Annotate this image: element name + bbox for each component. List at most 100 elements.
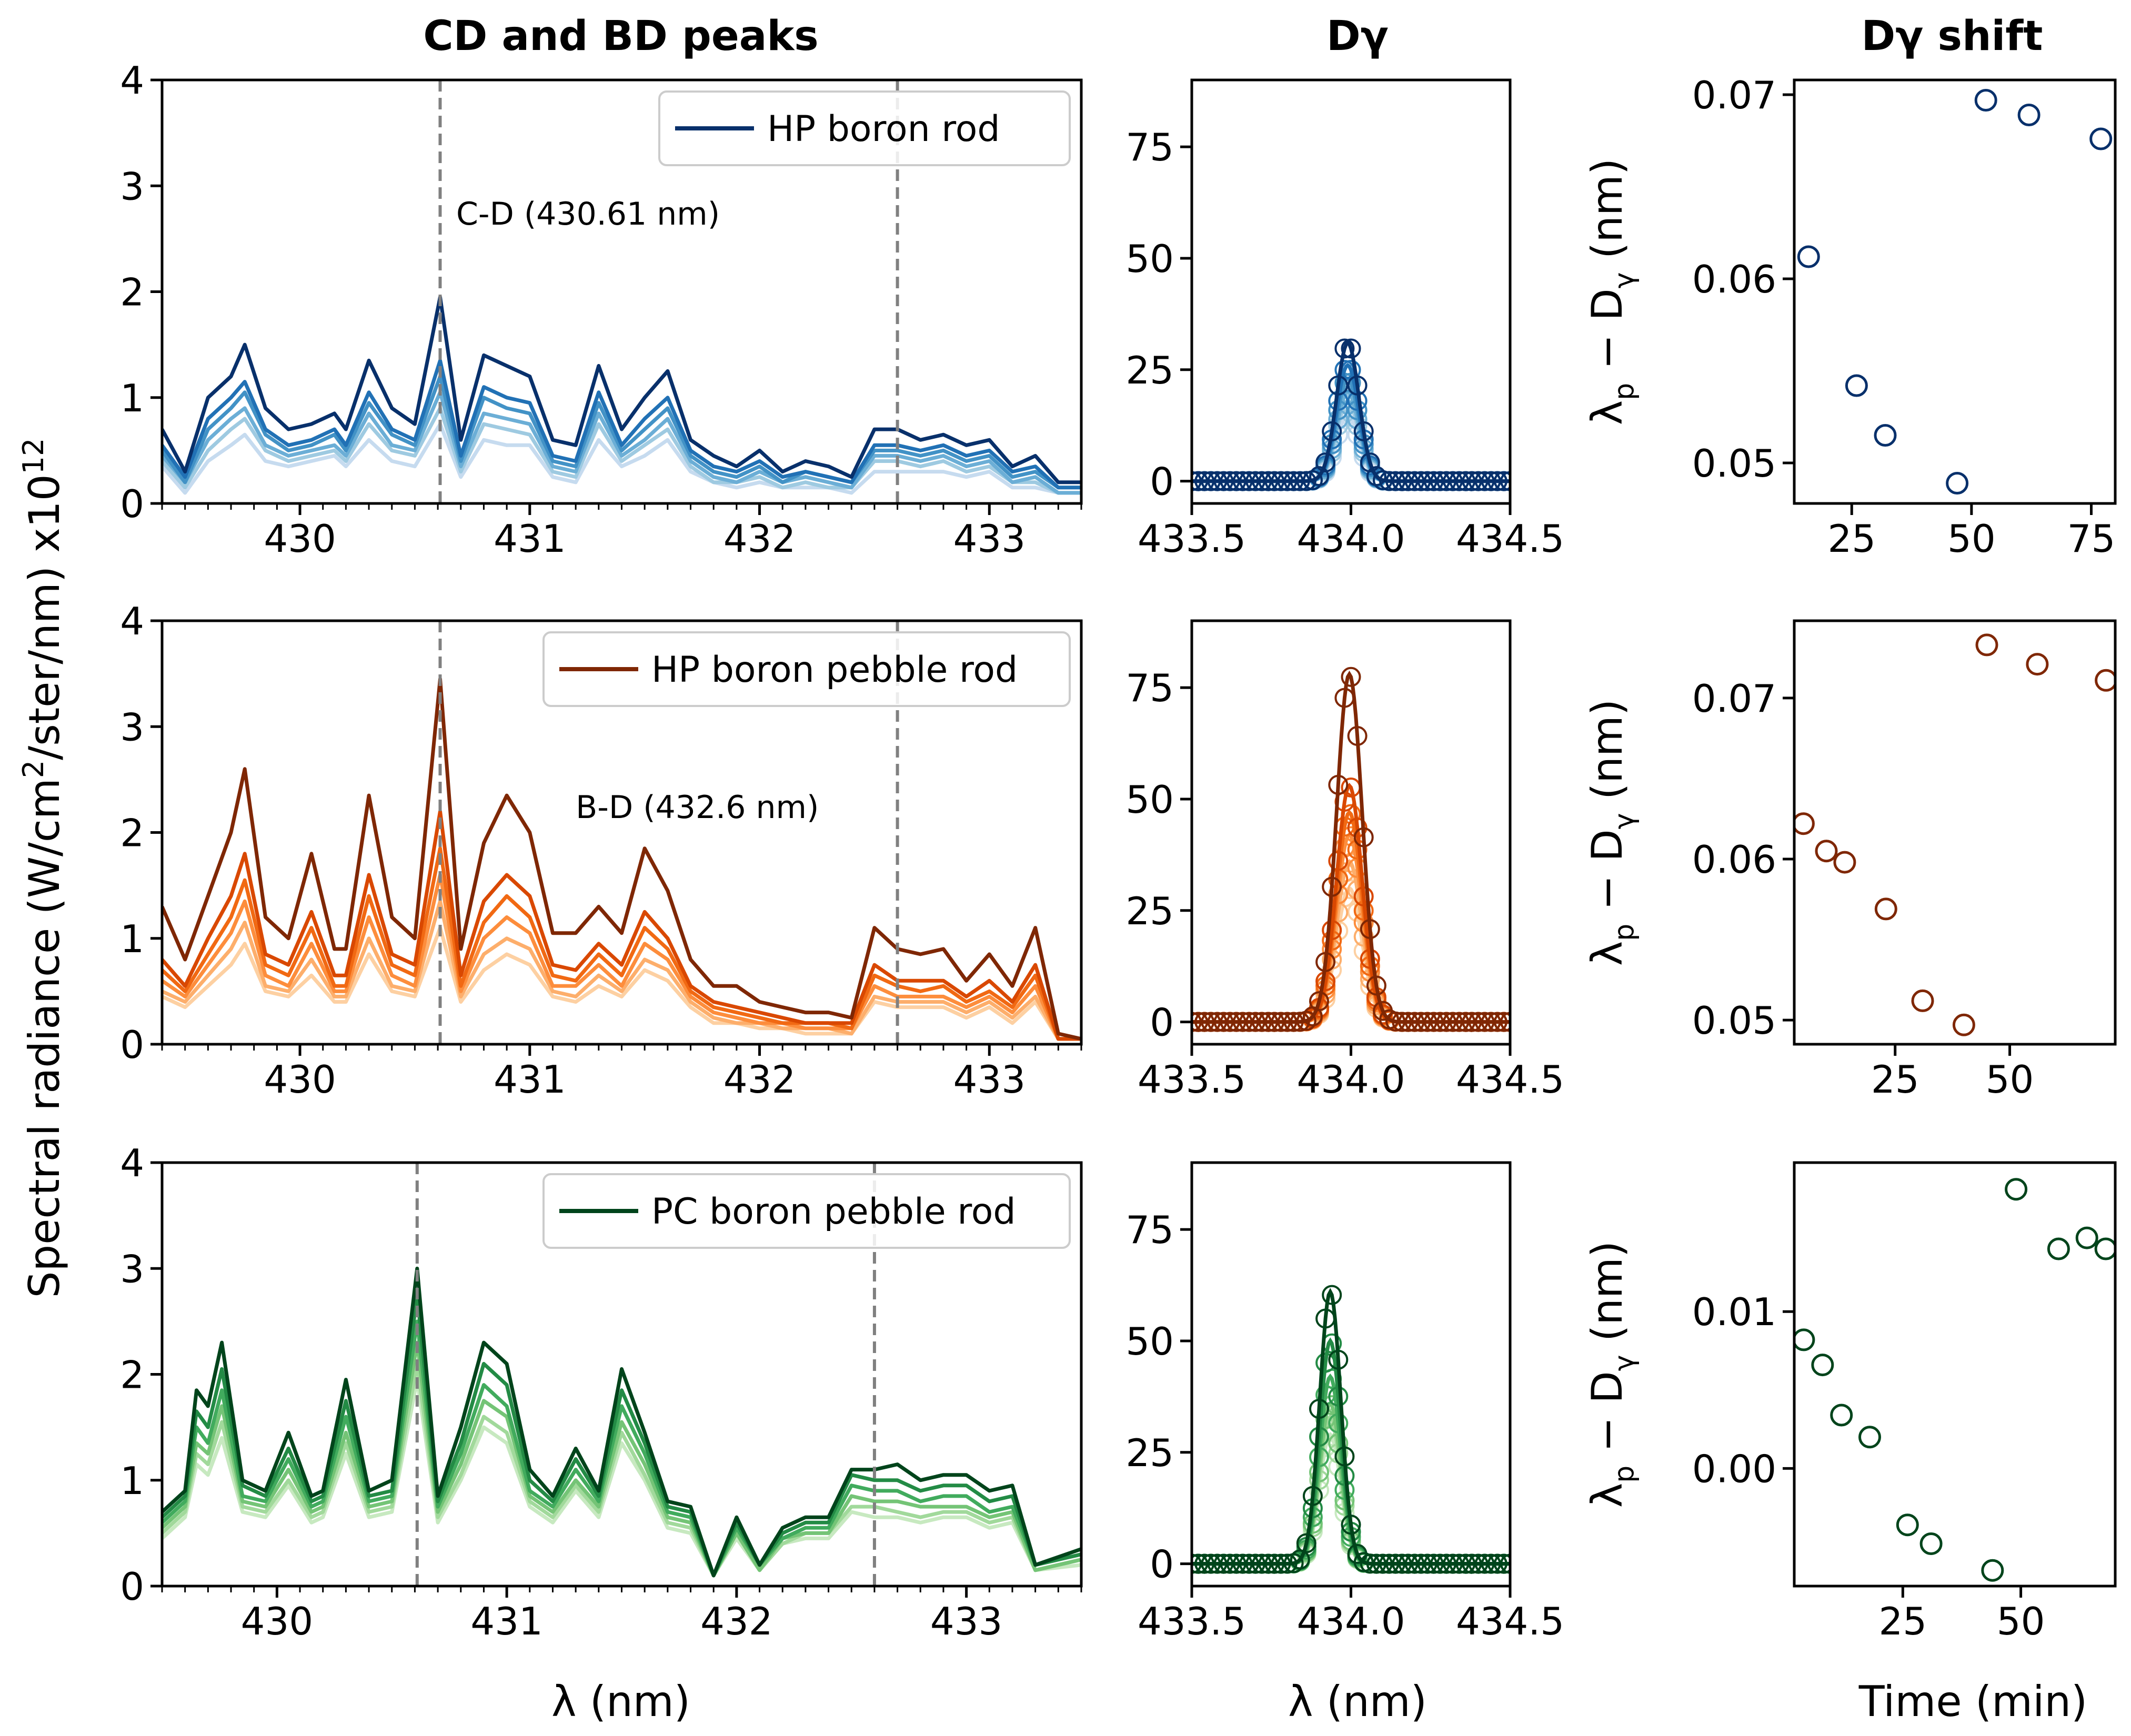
spectrum-panel-2: 430 431 432 433 0 1 2 3 4 PC boron pebble rod bbox=[120, 1141, 1083, 1643]
y-tick-label: 25 bbox=[1125, 1431, 1174, 1475]
ylabel-lambda: λ bbox=[1583, 1483, 1632, 1508]
shift-point bbox=[1794, 812, 1815, 835]
dgamma-point bbox=[1474, 1012, 1495, 1032]
dgamma-point bbox=[1192, 471, 1202, 491]
shift-point bbox=[1919, 1532, 1943, 1555]
dgamma-frame bbox=[1190, 78, 1512, 505]
dgamma-point bbox=[1443, 471, 1463, 491]
dgamma-frame bbox=[1190, 1161, 1512, 1588]
shift-point bbox=[1811, 1354, 1834, 1377]
dgamma-point bbox=[1334, 338, 1355, 359]
dgamma-point bbox=[1290, 1012, 1310, 1032]
x-tick-label: 75 bbox=[2067, 517, 2116, 561]
dgamma-point bbox=[1226, 1012, 1247, 1032]
spectrum-series-0 bbox=[162, 295, 1081, 485]
dgamma-point bbox=[1353, 421, 1374, 441]
x-tick-label: 433 bbox=[953, 1057, 1026, 1102]
title-spectra: CD and BD peaks bbox=[423, 13, 818, 60]
dgamma-point bbox=[1220, 1012, 1240, 1032]
spectrum-series-5 bbox=[162, 1378, 1081, 1578]
y-tick-label: 0.06 bbox=[1692, 257, 1776, 301]
legend-label: PC boron pebble rod bbox=[651, 1191, 1016, 1233]
spectrum-series-4 bbox=[162, 406, 1081, 495]
spectrum-series-2 bbox=[162, 846, 1081, 1041]
spectrum-series-3 bbox=[162, 390, 1081, 495]
dgamma-point bbox=[1232, 1012, 1253, 1032]
dgamma-point bbox=[1392, 471, 1412, 491]
xlabel-time: Time (min) bbox=[1858, 1677, 2088, 1726]
dgamma-point bbox=[1385, 471, 1406, 491]
dgamma-point bbox=[1417, 471, 1438, 491]
dgamma-point bbox=[1309, 1399, 1329, 1419]
spectrum-series-2 bbox=[162, 1319, 1081, 1578]
dgamma-point bbox=[1296, 471, 1316, 491]
x-tick-label: 431 bbox=[494, 517, 566, 561]
dgamma-point bbox=[1322, 1285, 1342, 1305]
dgamma-point bbox=[1430, 471, 1450, 491]
dgamma-point bbox=[1398, 471, 1419, 491]
x-tick-label: 433.5 bbox=[1138, 1599, 1246, 1643]
ylabel-part-1: Spectral radiance (W/cm bbox=[20, 778, 69, 1298]
y-tick-label: 0.01 bbox=[1692, 1290, 1776, 1334]
dgamma-point bbox=[1411, 1012, 1431, 1032]
x-tick-label: 434.5 bbox=[1456, 1057, 1564, 1102]
legend-box bbox=[542, 631, 1071, 707]
y-tick-label: 0 bbox=[120, 482, 144, 526]
dgamma-point bbox=[1360, 948, 1380, 969]
dgamma-point bbox=[1245, 1553, 1265, 1574]
x-tick-label: 432 bbox=[700, 1599, 772, 1643]
dgamma-point bbox=[1455, 1553, 1476, 1574]
x-tick-label: 433 bbox=[953, 517, 1026, 561]
dgamma-point bbox=[1192, 1012, 1202, 1032]
spectrum-series-3 bbox=[162, 1340, 1081, 1578]
legend-box bbox=[658, 90, 1071, 166]
dgamma-point bbox=[1468, 471, 1489, 491]
dgamma-point bbox=[1252, 1012, 1272, 1032]
dgamma-point bbox=[1385, 1553, 1406, 1574]
shift-plot-area bbox=[1794, 633, 2115, 1036]
x-tick-label: 431 bbox=[494, 1057, 566, 1102]
legend-label: HP boron rod bbox=[767, 108, 1000, 150]
ylabel-minus-d: − D bbox=[1583, 829, 1632, 924]
shift-point bbox=[1794, 1328, 1815, 1351]
dgamma-point bbox=[1328, 375, 1349, 396]
shift-ylabel: λp − Dγ (nm) bbox=[1583, 1241, 1640, 1508]
ylabel-lambda: λ bbox=[1583, 941, 1632, 966]
dgamma-point bbox=[1194, 1012, 1215, 1032]
x-tick-label: 50 bbox=[1997, 1599, 2045, 1643]
peak-annotation: B-D (432.6 nm) bbox=[576, 789, 819, 826]
x-tick-label: 433.5 bbox=[1138, 517, 1246, 561]
dgamma-point bbox=[1353, 886, 1374, 907]
y-tick-label: 75 bbox=[1125, 666, 1174, 710]
dgamma-point bbox=[1417, 1553, 1438, 1574]
x-tick-label: 434.5 bbox=[1456, 1599, 1564, 1643]
spectrum-series-1 bbox=[162, 358, 1081, 490]
dgamma-point bbox=[1207, 1012, 1228, 1032]
dgamma-point bbox=[1341, 1515, 1361, 1535]
dgamma-point bbox=[1341, 338, 1361, 359]
shift-point bbox=[1946, 472, 1969, 494]
y-tick-label: 0.05 bbox=[1692, 441, 1776, 486]
x-tick-label: 50 bbox=[1986, 1057, 2034, 1102]
dgamma-point bbox=[1347, 726, 1368, 746]
ylabel-unit: (nm) bbox=[1583, 699, 1632, 813]
dgamma-point bbox=[1192, 1553, 1202, 1574]
ylabel-minus-d: − D bbox=[1583, 1371, 1632, 1466]
dgamma-point bbox=[1474, 471, 1495, 491]
dgamma-point bbox=[1322, 920, 1342, 941]
ylabel-part-2: /ster/nm) x10 bbox=[20, 474, 69, 760]
dgamma-frame bbox=[1190, 619, 1512, 1046]
dgamma-point bbox=[1385, 1011, 1406, 1032]
dgamma-point bbox=[1283, 471, 1304, 491]
dgamma-point bbox=[1213, 1012, 1234, 1032]
y-tick-label: 1 bbox=[120, 1459, 144, 1503]
x-tick-label: 25 bbox=[1879, 1599, 1927, 1643]
dgamma-point bbox=[1423, 471, 1444, 491]
dgamma-point bbox=[1449, 1012, 1470, 1032]
dgamma-point bbox=[1481, 1553, 1501, 1574]
dgamma-point bbox=[1315, 952, 1336, 972]
y-tick-label: 75 bbox=[1125, 125, 1174, 169]
shift-point bbox=[1981, 1559, 2004, 1582]
dgamma-point bbox=[1423, 1553, 1444, 1574]
dgamma-point bbox=[1277, 471, 1298, 491]
